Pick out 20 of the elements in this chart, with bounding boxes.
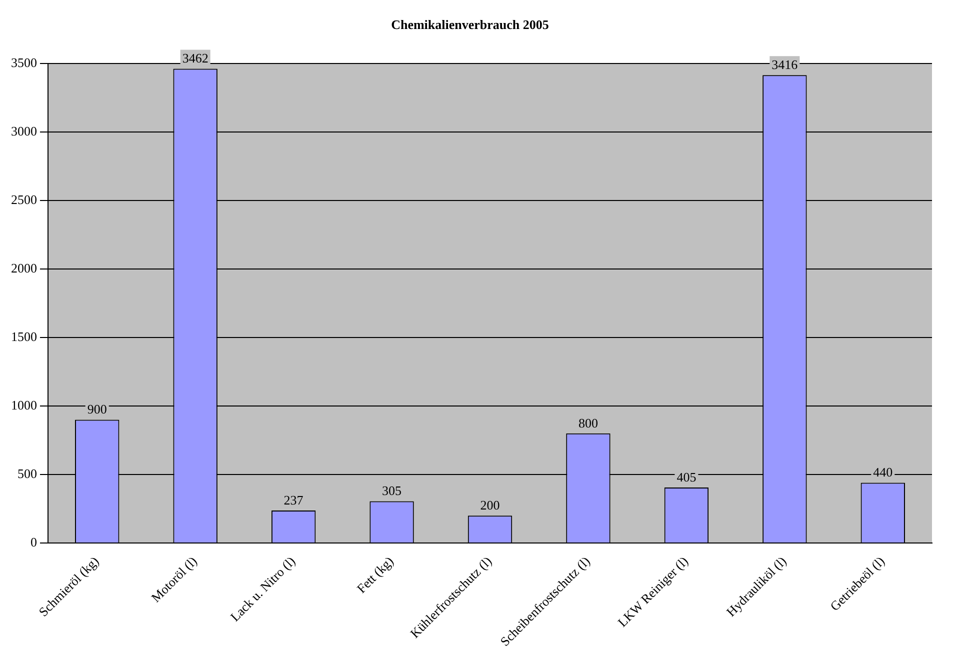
data-label: 800 [578, 415, 598, 430]
data-label: 900 [87, 402, 107, 417]
y-tick-label: 2500 [11, 192, 37, 207]
data-label: 3462 [182, 50, 208, 66]
data-label: 440 [873, 464, 893, 480]
y-tick-label: 0 [30, 534, 37, 550]
data-label: 305 [382, 483, 402, 498]
x-tick-label: Lack u. Nitro (l) [227, 553, 298, 624]
data-label: 200 [480, 497, 500, 512]
data-label: 237 [284, 492, 304, 508]
data-label: 405 [676, 469, 696, 484]
x-tick-label: Fett (kg) [354, 553, 396, 596]
y-tick-label: 500 [18, 466, 37, 481]
y-tick-label: 1000 [11, 397, 37, 412]
y-tick-label: 1500 [11, 328, 37, 344]
chart-title: Chemikalienverbrauch 2005 [391, 17, 550, 32]
y-tick-label: 3500 [11, 55, 37, 70]
y-tick-label: 2000 [11, 260, 37, 276]
data-label: 3416 [772, 57, 798, 72]
y-tick-label: 3000 [11, 124, 37, 139]
